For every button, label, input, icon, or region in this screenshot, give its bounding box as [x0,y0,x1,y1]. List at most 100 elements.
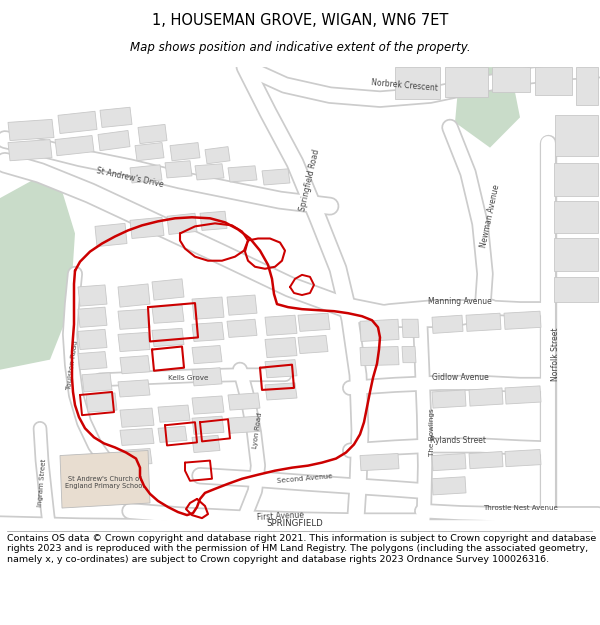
Polygon shape [432,454,466,471]
Polygon shape [170,142,200,161]
Polygon shape [262,169,290,185]
Polygon shape [554,162,598,196]
Polygon shape [228,416,260,433]
Polygon shape [100,107,132,127]
Polygon shape [265,383,297,400]
Polygon shape [554,277,598,302]
Polygon shape [298,336,328,354]
Polygon shape [402,346,416,362]
Polygon shape [554,201,598,234]
Polygon shape [158,426,187,442]
Polygon shape [120,428,154,446]
Polygon shape [8,119,54,141]
Polygon shape [152,279,184,300]
Polygon shape [60,451,150,508]
Polygon shape [120,408,154,428]
Polygon shape [265,338,297,357]
Polygon shape [192,436,220,452]
Polygon shape [192,346,222,364]
Polygon shape [395,67,440,99]
Text: 1, HOUSEMAN GROVE, WIGAN, WN6 7ET: 1, HOUSEMAN GROVE, WIGAN, WN6 7ET [152,13,448,28]
Polygon shape [118,284,150,307]
Polygon shape [118,380,150,397]
Polygon shape [360,454,399,471]
Polygon shape [130,217,164,239]
Text: Lyon Road: Lyon Road [253,412,263,449]
Polygon shape [265,315,297,336]
Text: Manning Avenue: Manning Avenue [428,297,492,306]
Polygon shape [469,388,503,406]
Polygon shape [8,139,52,161]
Polygon shape [0,168,75,370]
Text: First Avenue: First Avenue [256,511,304,522]
Polygon shape [158,405,190,422]
Polygon shape [554,239,598,271]
Text: The Bowlings: The Bowlings [429,409,435,456]
Polygon shape [469,451,503,469]
Polygon shape [165,161,192,178]
Text: Throstle Nest Avenue: Throstle Nest Avenue [482,505,557,511]
Text: Second Avenue: Second Avenue [277,473,333,484]
Polygon shape [167,213,197,234]
Text: St Andrew's Drive: St Andrew's Drive [95,166,164,189]
Text: Rylands Street: Rylands Street [430,436,486,445]
Polygon shape [78,307,107,328]
Polygon shape [130,165,162,183]
Polygon shape [535,67,572,95]
Polygon shape [192,396,224,414]
Polygon shape [228,393,260,410]
Polygon shape [86,393,117,412]
Polygon shape [298,313,330,331]
Polygon shape [505,449,541,467]
Text: St Andrew's Church of
England Primary School: St Andrew's Church of England Primary Sc… [65,476,145,489]
Polygon shape [192,416,224,434]
Polygon shape [492,67,530,92]
Polygon shape [78,351,107,370]
Text: Ingram Street: Ingram Street [37,459,47,507]
Polygon shape [360,346,399,366]
Polygon shape [58,111,97,134]
Polygon shape [118,332,150,351]
Polygon shape [192,297,224,319]
Text: Kells Grove: Kells Grove [168,375,208,381]
Polygon shape [555,116,598,156]
Polygon shape [152,328,184,346]
Polygon shape [82,372,112,392]
Text: Norbrek Crescent: Norbrek Crescent [371,78,439,92]
Polygon shape [227,319,257,338]
Text: Springfield Road: Springfield Road [299,148,322,212]
Polygon shape [504,311,541,329]
Text: Norfolk Street: Norfolk Street [551,328,560,381]
Polygon shape [98,131,130,151]
Polygon shape [78,285,107,306]
Text: Contains OS data © Crown copyright and database right 2021. This information is : Contains OS data © Crown copyright and d… [7,534,596,564]
Polygon shape [195,164,224,180]
Polygon shape [466,313,501,331]
Polygon shape [432,315,463,333]
Polygon shape [445,67,488,97]
Polygon shape [152,305,184,323]
Polygon shape [402,319,419,338]
Text: Map shows position and indicative extent of the property.: Map shows position and indicative extent… [130,41,470,54]
Polygon shape [205,147,230,164]
Polygon shape [138,124,167,144]
Polygon shape [455,67,520,148]
Text: SPRINGFIELD: SPRINGFIELD [266,519,323,528]
Polygon shape [576,67,598,105]
Polygon shape [192,322,224,341]
Polygon shape [120,356,150,374]
Polygon shape [135,142,164,161]
Polygon shape [120,449,152,466]
Polygon shape [505,386,541,404]
Polygon shape [200,211,227,231]
Polygon shape [432,390,466,408]
Polygon shape [78,329,107,349]
Polygon shape [432,477,466,495]
Text: Toulston Road: Toulston Road [65,339,79,390]
Polygon shape [360,319,399,341]
Polygon shape [55,136,94,156]
Polygon shape [265,359,297,378]
Polygon shape [118,309,150,329]
Polygon shape [95,223,127,247]
Text: Gidlow Avenue: Gidlow Avenue [431,373,488,382]
